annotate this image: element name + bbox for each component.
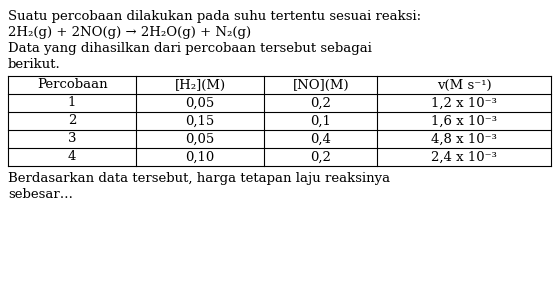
Text: [H₂](M): [H₂](M) xyxy=(175,79,226,92)
Text: berikut.: berikut. xyxy=(8,58,60,71)
Text: Percobaan: Percobaan xyxy=(37,79,108,92)
Text: 0,1: 0,1 xyxy=(310,115,331,128)
Text: 3: 3 xyxy=(68,133,76,146)
Text: 2,4 x 10⁻³: 2,4 x 10⁻³ xyxy=(431,151,497,164)
Text: 4: 4 xyxy=(68,151,76,164)
Text: 0,2: 0,2 xyxy=(310,151,331,164)
Text: [NO](M): [NO](M) xyxy=(292,79,349,92)
Text: v(M s⁻¹): v(M s⁻¹) xyxy=(437,79,492,92)
Text: 4,8 x 10⁻³: 4,8 x 10⁻³ xyxy=(431,133,497,146)
Text: 0,10: 0,10 xyxy=(185,151,215,164)
Text: sebesar…: sebesar… xyxy=(8,188,73,201)
Text: 0,4: 0,4 xyxy=(310,133,331,146)
Text: 0,2: 0,2 xyxy=(310,97,331,110)
Text: 2: 2 xyxy=(68,115,76,128)
Text: Suatu percobaan dilakukan pada suhu tertentu sesuai reaksi:: Suatu percobaan dilakukan pada suhu tert… xyxy=(8,10,421,23)
Text: 0,05: 0,05 xyxy=(185,97,215,110)
Text: 0,05: 0,05 xyxy=(185,133,215,146)
Text: 0,15: 0,15 xyxy=(185,115,215,128)
Text: Berdasarkan data tersebut, harga tetapan laju reaksinya: Berdasarkan data tersebut, harga tetapan… xyxy=(8,172,390,185)
Text: 2H₂(g) + 2NO(g) → 2H₂O(g) + N₂(g): 2H₂(g) + 2NO(g) → 2H₂O(g) + N₂(g) xyxy=(8,26,251,39)
Text: Data yang dihasilkan dari percobaan tersebut sebagai: Data yang dihasilkan dari percobaan ters… xyxy=(8,42,372,55)
Text: 1: 1 xyxy=(68,97,76,110)
Text: 1,2 x 10⁻³: 1,2 x 10⁻³ xyxy=(431,97,497,110)
Text: 1,6 x 10⁻³: 1,6 x 10⁻³ xyxy=(431,115,497,128)
